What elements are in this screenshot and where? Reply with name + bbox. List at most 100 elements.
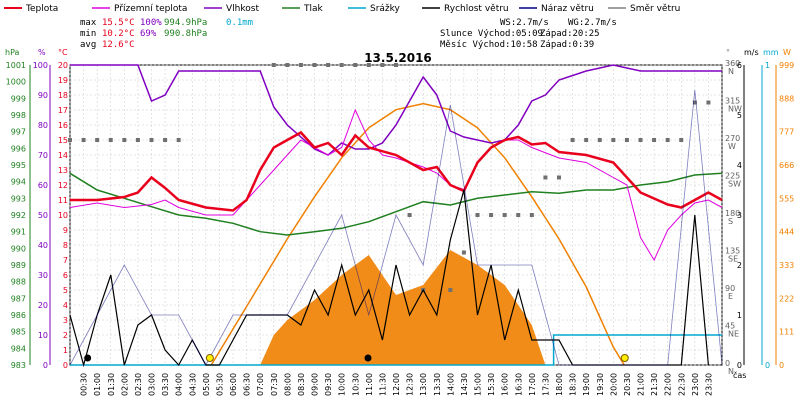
tick-dir-name: N — [728, 367, 734, 376]
wind-dir-point — [516, 213, 521, 217]
wind-dir-point — [557, 175, 561, 180]
wind-dir-point — [692, 100, 697, 105]
wind-dir-point — [679, 138, 684, 142]
tick-hpa: 992 — [11, 211, 26, 220]
tick-temp: 14 — [58, 151, 68, 160]
tick-hpa: 996 — [11, 144, 26, 153]
tick-hpa: 986 — [11, 311, 26, 320]
tick-w: 444 — [779, 228, 794, 237]
legend-rychlost-vetru: Rychlost větru — [444, 4, 509, 14]
stat-max-label: max — [80, 18, 97, 28]
tick-pct: 30 — [38, 271, 48, 280]
sun-moon-info: WS:2.7m/s WG:2.7m/s Slunce Východ:05:09 … — [440, 18, 617, 50]
wind-dir-point — [176, 138, 181, 142]
tick-pct: 10 — [38, 331, 48, 340]
wind-dir-point — [543, 175, 548, 180]
wind-dir-point — [584, 138, 589, 142]
stat-max-rain: 0.1mm — [226, 18, 253, 28]
tick-time: 23:00 — [691, 373, 700, 396]
tick-hpa: 993 — [11, 194, 26, 203]
stat-min-label: min — [80, 29, 96, 39]
unit-ms: m/s — [744, 48, 759, 57]
tick-pct: 0 — [43, 361, 48, 370]
tick-dir: 225 — [725, 172, 740, 181]
tick-hpa: 987 — [11, 294, 26, 303]
unit-deg: ° — [726, 48, 730, 57]
tick-hpa: 989 — [11, 261, 26, 270]
tick-time: 07:00 — [256, 373, 265, 396]
tick-pct: 40 — [38, 241, 48, 250]
stat-min-hum: 69% — [140, 29, 157, 39]
wind-dir-point — [326, 63, 331, 67]
tick-time: 17:30 — [541, 373, 550, 396]
tick-time: 14:30 — [460, 373, 469, 396]
wind-dir-point — [638, 138, 643, 142]
tick-dir-name: NE — [728, 330, 739, 339]
tick-time: 22:30 — [677, 373, 686, 396]
tick-temp: 4 — [63, 301, 68, 310]
wind-dir-point — [122, 138, 127, 142]
tick-time: 02:00 — [120, 373, 129, 396]
tick-time: 08:30 — [297, 373, 306, 396]
info-wg: WG:2.7m/s — [568, 18, 617, 28]
tick-time: 16:00 — [501, 373, 510, 396]
wind-dir-point — [529, 213, 534, 217]
tick-time: 15:00 — [474, 373, 483, 396]
tick-w: 111 — [779, 328, 794, 337]
tick-dir-name: SW — [728, 180, 741, 189]
legend-tlak: Tlak — [303, 4, 324, 14]
unit-w: W — [783, 48, 791, 57]
tick-mm: 0 — [765, 361, 770, 370]
tick-dir: 0 — [725, 359, 730, 368]
legend-srazky: Srážky — [370, 4, 401, 14]
unit-labels: hPa % °C ° m/s mm W čas — [5, 48, 791, 380]
tick-temp: 2 — [63, 331, 68, 340]
info-sun-rise: Slunce Východ:05:09 — [440, 29, 543, 39]
tick-w: 333 — [779, 261, 794, 270]
tick-temp: 15 — [58, 136, 68, 145]
tick-mm: 1 — [765, 61, 770, 70]
tick-time: 02:30 — [134, 373, 143, 396]
tick-w: 666 — [779, 161, 794, 170]
tick-hpa: 997 — [11, 128, 26, 137]
tick-time: 14:00 — [446, 373, 455, 396]
tick-dir-name: N — [728, 67, 734, 76]
info-ws: WS:2.7m/s — [500, 18, 549, 28]
tick-hpa: 983 — [11, 361, 26, 370]
tick-time: 22:00 — [664, 373, 673, 396]
tick-time: 03:00 — [148, 373, 157, 396]
wind-dir-point — [298, 63, 303, 67]
tick-hpa: 1001 — [6, 61, 26, 70]
tick-time: 19:00 — [582, 373, 591, 396]
tick-dir: 315 — [725, 97, 740, 106]
tick-dir: 270 — [725, 134, 740, 143]
tick-temp: 6 — [63, 271, 68, 280]
tick-hpa: 990 — [11, 244, 26, 253]
stat-max-temp: 15.5°C — [102, 18, 135, 28]
wind-dir-point — [339, 63, 344, 67]
tick-temp: 7 — [63, 256, 68, 265]
tick-hpa: 999 — [11, 94, 26, 103]
wind-dir-point — [489, 213, 494, 217]
wind-dir-point — [461, 250, 466, 255]
wind-dir-point — [95, 138, 100, 142]
tick-hpa: 998 — [11, 111, 26, 120]
legend-naraz-vetru: Náraz větru — [541, 4, 594, 14]
tick-ms: 5 — [737, 111, 742, 120]
tick-temp: 0 — [63, 361, 68, 370]
tick-time: 21:30 — [650, 373, 659, 396]
tick-temp: 5 — [63, 286, 68, 295]
tick-w: 222 — [779, 294, 794, 303]
stat-min-temp: 10.2°C — [102, 29, 135, 39]
tick-time: 15:30 — [487, 373, 496, 396]
tick-time: 04:30 — [188, 373, 197, 396]
tick-pct: 80 — [38, 121, 48, 130]
tick-dir-name: NW — [728, 105, 742, 114]
wind-dir-point — [611, 138, 616, 142]
tick-temp: 18 — [58, 91, 68, 100]
tick-time: 01:00 — [93, 373, 102, 396]
wind-dir-point — [407, 213, 412, 217]
tick-time: 13:00 — [419, 373, 428, 396]
tick-hpa: 991 — [11, 228, 26, 237]
